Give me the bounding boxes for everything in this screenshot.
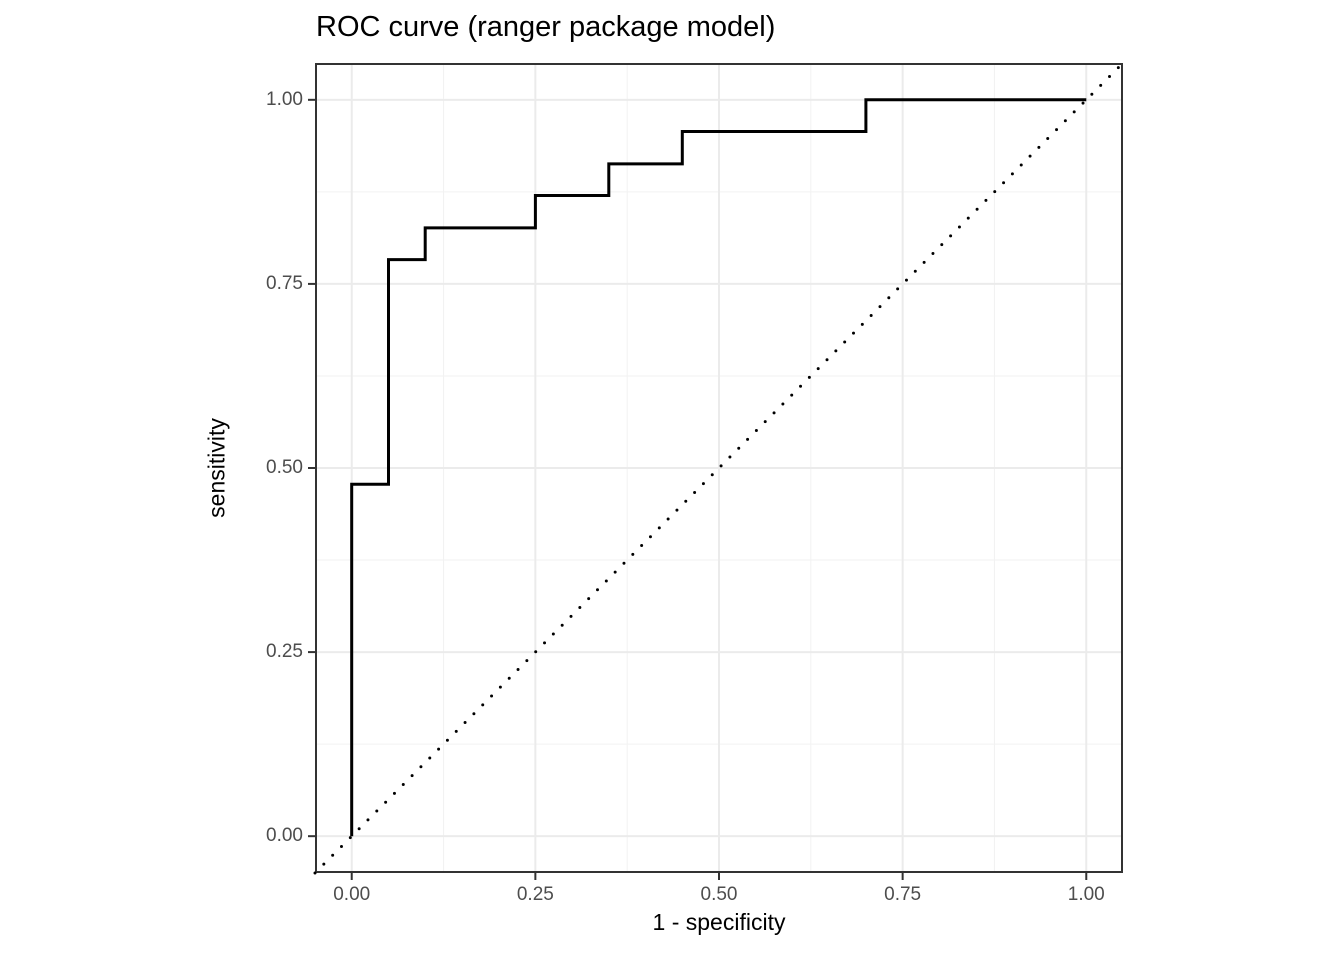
y-axis-title: sensitivity (203, 418, 230, 518)
y-tick-label: 0.50 (266, 457, 303, 478)
panel-border (315, 63, 1123, 873)
x-tick-label: 0.00 (333, 884, 371, 905)
roc-step-curve-line (350, 98, 1087, 837)
x-tick-label: 1.00 (1067, 884, 1105, 905)
x-tick-label: 0.50 (700, 884, 738, 905)
x-tick-label: 0.25 (516, 884, 554, 905)
y-tick-label: 0.75 (266, 272, 303, 294)
x-axis-title: 1 - specificity (652, 909, 786, 935)
y-tick-label: 1.00 (266, 88, 303, 110)
plot-panel (308, 61, 1125, 880)
y-tick-label: 0.00 (266, 825, 303, 847)
chart-title: ROC curve (ranger package model) (316, 11, 776, 43)
plot-canvas (308, 61, 1125, 880)
y-tick-label: 0.25 (266, 641, 303, 663)
x-tick-label: 0.75 (884, 884, 922, 905)
